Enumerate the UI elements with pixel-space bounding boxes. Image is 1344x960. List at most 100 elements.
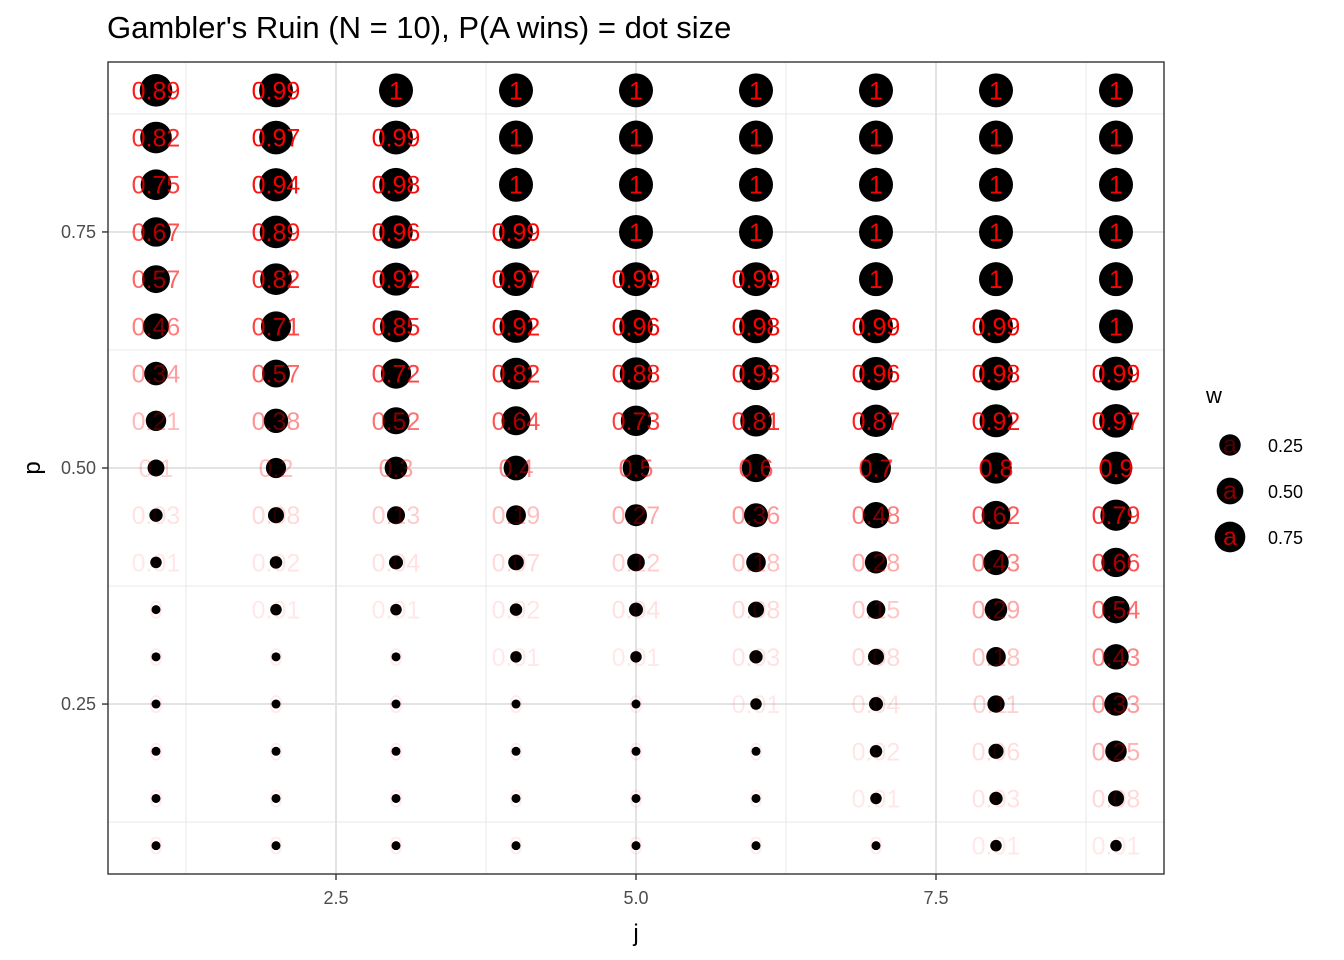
data-point (981, 500, 1011, 530)
data-label: 0.06 (972, 738, 1021, 766)
y-tick-label: 0.75 (61, 222, 96, 242)
data-point (989, 791, 1003, 806)
data-point (625, 504, 647, 527)
data-point (141, 217, 171, 247)
data-label: 1 (989, 266, 1003, 294)
legend-key-glyph: a (1223, 523, 1237, 551)
data-point (739, 309, 773, 344)
data-point (751, 746, 761, 756)
data-point (259, 120, 293, 155)
data-label: 0.96 (852, 361, 901, 389)
data-point (149, 508, 163, 522)
legend-key-glyph: a (1223, 431, 1237, 459)
data-label: 1 (989, 77, 1003, 105)
data-label: 0.81 (732, 408, 781, 436)
data-point (867, 648, 885, 665)
data-point (627, 553, 645, 572)
x-axis: 2.5 5.0 7.5 (323, 874, 949, 908)
data-point (510, 651, 522, 663)
data-label: 0 (509, 785, 523, 813)
data-label: 0.03 (732, 644, 781, 672)
data-point (271, 841, 281, 851)
data-point (147, 459, 165, 477)
legend-key-point (1214, 521, 1246, 553)
data-label: 0 (749, 833, 763, 861)
data-point (271, 746, 281, 756)
x-tick-label: 7.5 (923, 888, 948, 908)
data-label: 0.52 (372, 408, 421, 436)
data-label: 0.29 (972, 597, 1021, 625)
data-point (987, 695, 1005, 713)
data-label: 0.04 (372, 549, 421, 577)
data-label: 1 (1109, 266, 1123, 294)
data-label: 0 (869, 833, 883, 861)
y-tick-label: 0.25 (61, 694, 96, 714)
legend-entry-label: 0.50 (1268, 482, 1303, 502)
data-point (619, 120, 653, 155)
data-label: 1 (629, 125, 643, 153)
data-point (1099, 120, 1133, 155)
data-label: 0.99 (732, 266, 781, 294)
data-point (509, 603, 523, 616)
data-label: 0.99 (612, 266, 661, 294)
data-point (503, 455, 529, 481)
data-point (379, 167, 413, 202)
data-point (263, 408, 289, 433)
data-label: 0.36 (732, 502, 781, 530)
data-label: 0 (149, 738, 163, 766)
data-point (1101, 547, 1131, 578)
data-label: 0 (509, 833, 523, 861)
data-label: 1 (1109, 77, 1123, 105)
data-label: 0.08 (732, 597, 781, 625)
data-label: 0.79 (1092, 502, 1141, 530)
data-label: 0.08 (852, 644, 901, 672)
data-point (390, 603, 402, 616)
data-point (740, 405, 772, 437)
data-label: 0.21 (132, 408, 181, 436)
data-label: 1 (749, 125, 763, 153)
data-label: 0.43 (1092, 644, 1141, 672)
data-point (979, 73, 1013, 108)
data-label: 0.38 (252, 408, 301, 436)
data-point (990, 839, 1002, 852)
data-label: 0 (749, 738, 763, 766)
data-label: 0.87 (852, 408, 901, 436)
y-tick-label: 0.50 (61, 458, 96, 478)
data-label: 0.97 (492, 266, 541, 294)
data-label: 0.19 (492, 502, 541, 530)
chart-title: Gambler's Ruin (N = 10), P(A wins) = dot… (107, 10, 731, 45)
data-point (744, 503, 768, 528)
data-point (151, 605, 161, 615)
data-point (1099, 356, 1133, 391)
x-axis-title: j (632, 920, 638, 947)
data-label: 0 (269, 785, 283, 813)
data-label: 0.97 (252, 125, 301, 153)
data-point (511, 793, 521, 803)
data-point (379, 215, 413, 249)
legend-key-glyph: a (1223, 477, 1237, 505)
data-label: 0 (149, 833, 163, 861)
data-point (620, 405, 652, 436)
data-point (979, 167, 1013, 202)
data-label: 0 (149, 644, 163, 672)
data-point (140, 169, 172, 201)
data-label: 0.46 (132, 313, 181, 341)
data-label: 0.82 (252, 266, 301, 294)
data-point (1110, 839, 1122, 852)
legend-key-point (1216, 477, 1244, 505)
data-point (739, 73, 773, 108)
data-label: 0.94 (252, 172, 301, 200)
data-point (866, 600, 886, 619)
data-label: 0.64 (492, 408, 541, 436)
data-point (619, 214, 653, 249)
data-point (1100, 499, 1132, 531)
data-label: 0.73 (612, 408, 661, 436)
x-tick-label: 5.0 (623, 888, 648, 908)
data-label: 0.85 (372, 313, 421, 341)
data-point (391, 793, 401, 803)
data-label: 1 (1109, 172, 1123, 200)
data-point (630, 651, 642, 663)
data-point (1099, 451, 1133, 485)
data-point (379, 310, 413, 343)
data-point (751, 841, 761, 851)
